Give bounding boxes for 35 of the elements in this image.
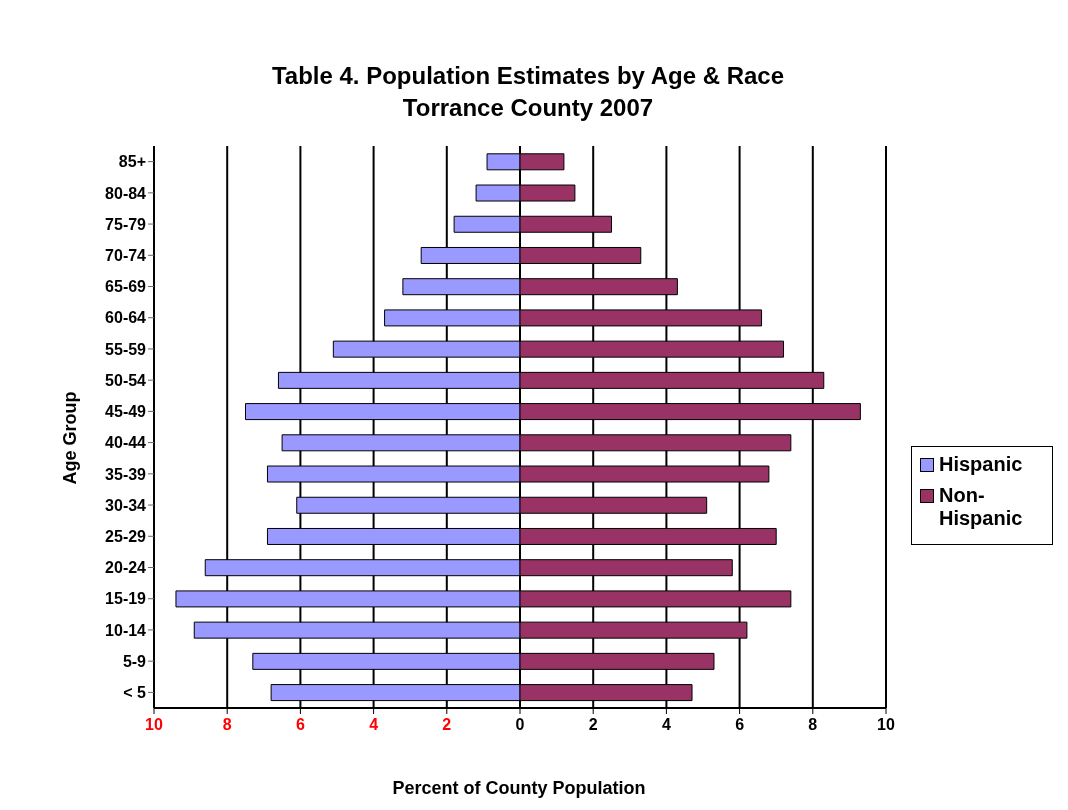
x-axis-title: Percent of County Population [391, 778, 647, 799]
x-tick-label: 6 [735, 716, 745, 733]
y-tick-label: 40-44 [105, 434, 147, 452]
y-tick-label: 85+ [118, 153, 146, 171]
x-tick-label: 8 [808, 716, 818, 733]
y-tick-label: 50-54 [105, 371, 147, 389]
x-tick-label: 8 [222, 716, 232, 733]
x-tick-label: 4 [369, 716, 379, 733]
y-tick-label: 25-29 [105, 527, 147, 545]
x-tick-label: 4 [661, 716, 671, 733]
y-tick-label: 35-39 [105, 465, 147, 483]
y-tick-label: 15-19 [105, 590, 147, 608]
y-tick-label: 20-24 [105, 559, 147, 577]
y-tick-label: 10-14 [105, 621, 147, 639]
y-axis-title: Age Group [59, 390, 81, 487]
x-tick-label: 0 [515, 716, 525, 733]
x-tick-label: 2 [442, 716, 452, 733]
y-tick-label: 5-9 [122, 652, 147, 670]
chart-subtitle: Torrance County 2007 [401, 93, 655, 123]
y-tick-label: 70-74 [105, 246, 147, 264]
legend-label: Non-Hispanic [939, 484, 1024, 530]
x-tick-label: 6 [295, 716, 305, 733]
chart-title: Table 4. Population Estimates by Age & Race [270, 61, 786, 91]
y-tick-label: 80-84 [105, 184, 147, 202]
legend-label: Hispanic [939, 453, 1023, 476]
y-tick-label: 65-69 [105, 278, 147, 296]
x-tick-label: 2 [588, 716, 598, 733]
y-tick-label: 60-64 [105, 309, 147, 327]
y-tick-label: 75-79 [105, 215, 147, 233]
y-tick-label: 45-49 [105, 403, 147, 421]
y-tick-label: < 5 [123, 684, 147, 702]
y-tick-label: 55-59 [105, 340, 147, 358]
x-tick-label: 10 [877, 716, 895, 733]
x-tick-label: 10 [145, 716, 163, 733]
y-tick-label: 30-34 [105, 496, 147, 514]
